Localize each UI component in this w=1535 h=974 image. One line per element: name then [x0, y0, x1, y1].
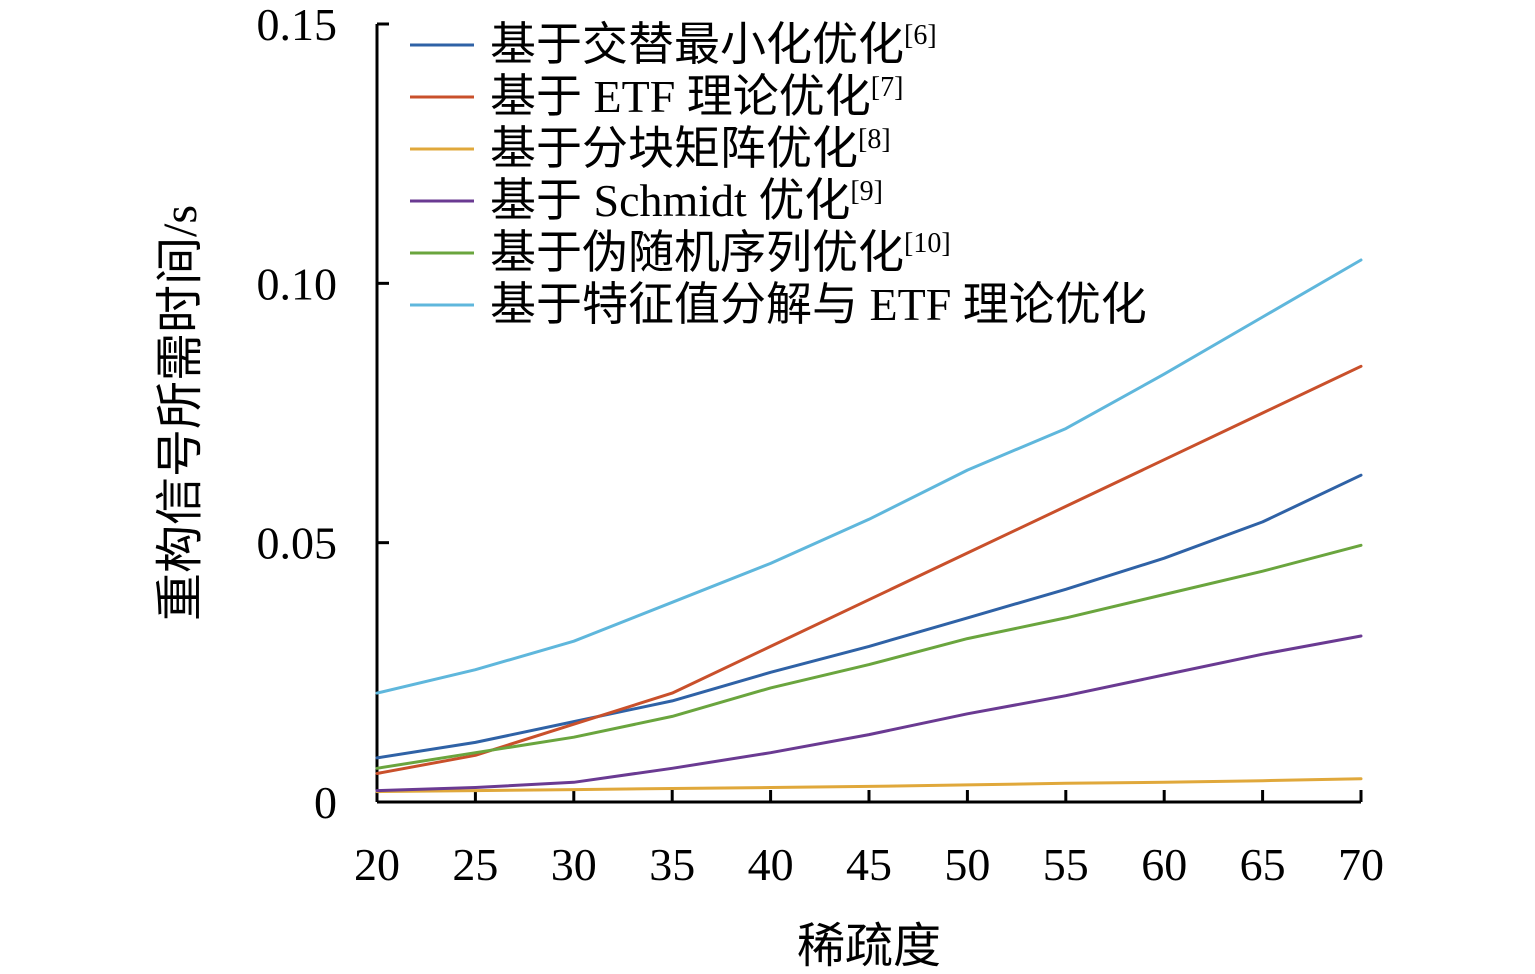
legend-entry-3: 基于 Schmidt 优化[9] [490, 175, 883, 226]
y-axis-title: 重构信号所需时间/s [154, 205, 207, 621]
legend: 基于交替最小化优化[6]基于 ETF 理论优化[7]基于分块矩阵优化[8]基于 … [410, 19, 1147, 330]
x-tick-label-0: 20 [354, 839, 400, 890]
x-axis-title: 稀疏度 [797, 920, 941, 973]
series-line-3 [375, 634, 1363, 793]
legend-entry-5: 基于特征值分解与 ETF 理论优化 [490, 279, 1147, 330]
x-tick-label-10: 70 [1338, 839, 1384, 890]
series-lines [375, 258, 1363, 794]
y-tick-label-0: 0 [314, 777, 337, 828]
y-tick-label-3: 0.15 [257, 0, 338, 50]
series-line-4 [375, 543, 1363, 770]
legend-ref-1: [7] [871, 72, 904, 103]
legend-label-0: 基于交替最小化优化 [490, 19, 904, 70]
y-tick-label-2: 0.10 [257, 258, 338, 309]
x-tick-label-7: 55 [1043, 839, 1089, 890]
series-line-0 [375, 473, 1363, 760]
legend-label-2: 基于分块矩阵优化 [490, 123, 858, 174]
legend-label-3: 基于 Schmidt 优化 [490, 175, 850, 226]
legend-label-4: 基于伪随机序列优化 [490, 227, 904, 278]
x-tick-label-3: 35 [649, 839, 695, 890]
series-line-1 [375, 364, 1363, 775]
x-tick-label-4: 40 [748, 839, 794, 890]
legend-ref-2: [8] [858, 124, 891, 155]
legend-label-5: 基于特征值分解与 ETF 理论优化 [490, 279, 1147, 330]
x-tick-label-2: 30 [551, 839, 597, 890]
series-line-2 [375, 777, 1363, 794]
x-tick-label-1: 25 [452, 839, 498, 890]
legend-entry-2: 基于分块矩阵优化[8] [490, 123, 891, 174]
legend-ref-0: [6] [904, 20, 937, 51]
x-tick-label-9: 65 [1240, 839, 1286, 890]
legend-entry-0: 基于交替最小化优化[6] [490, 19, 937, 70]
x-tick-label-6: 50 [944, 839, 990, 890]
legend-label-1: 基于 ETF 理论优化 [490, 71, 871, 122]
x-tick-label-5: 45 [846, 839, 892, 890]
x-tick-label-8: 60 [1141, 839, 1187, 890]
legend-ref-3: [9] [850, 176, 883, 207]
series-line-5 [375, 258, 1363, 695]
legend-entry-4: 基于伪随机序列优化[10] [490, 227, 951, 278]
y-tick-label-1: 0.05 [257, 518, 338, 569]
legend-ref-4: [10] [904, 228, 951, 259]
legend-entry-1: 基于 ETF 理论优化[7] [490, 71, 903, 122]
ticks: 20 25 30 35 40 45 50 55 60 65 70 0 0.05 0.10 0.15 [257, 0, 1385, 890]
